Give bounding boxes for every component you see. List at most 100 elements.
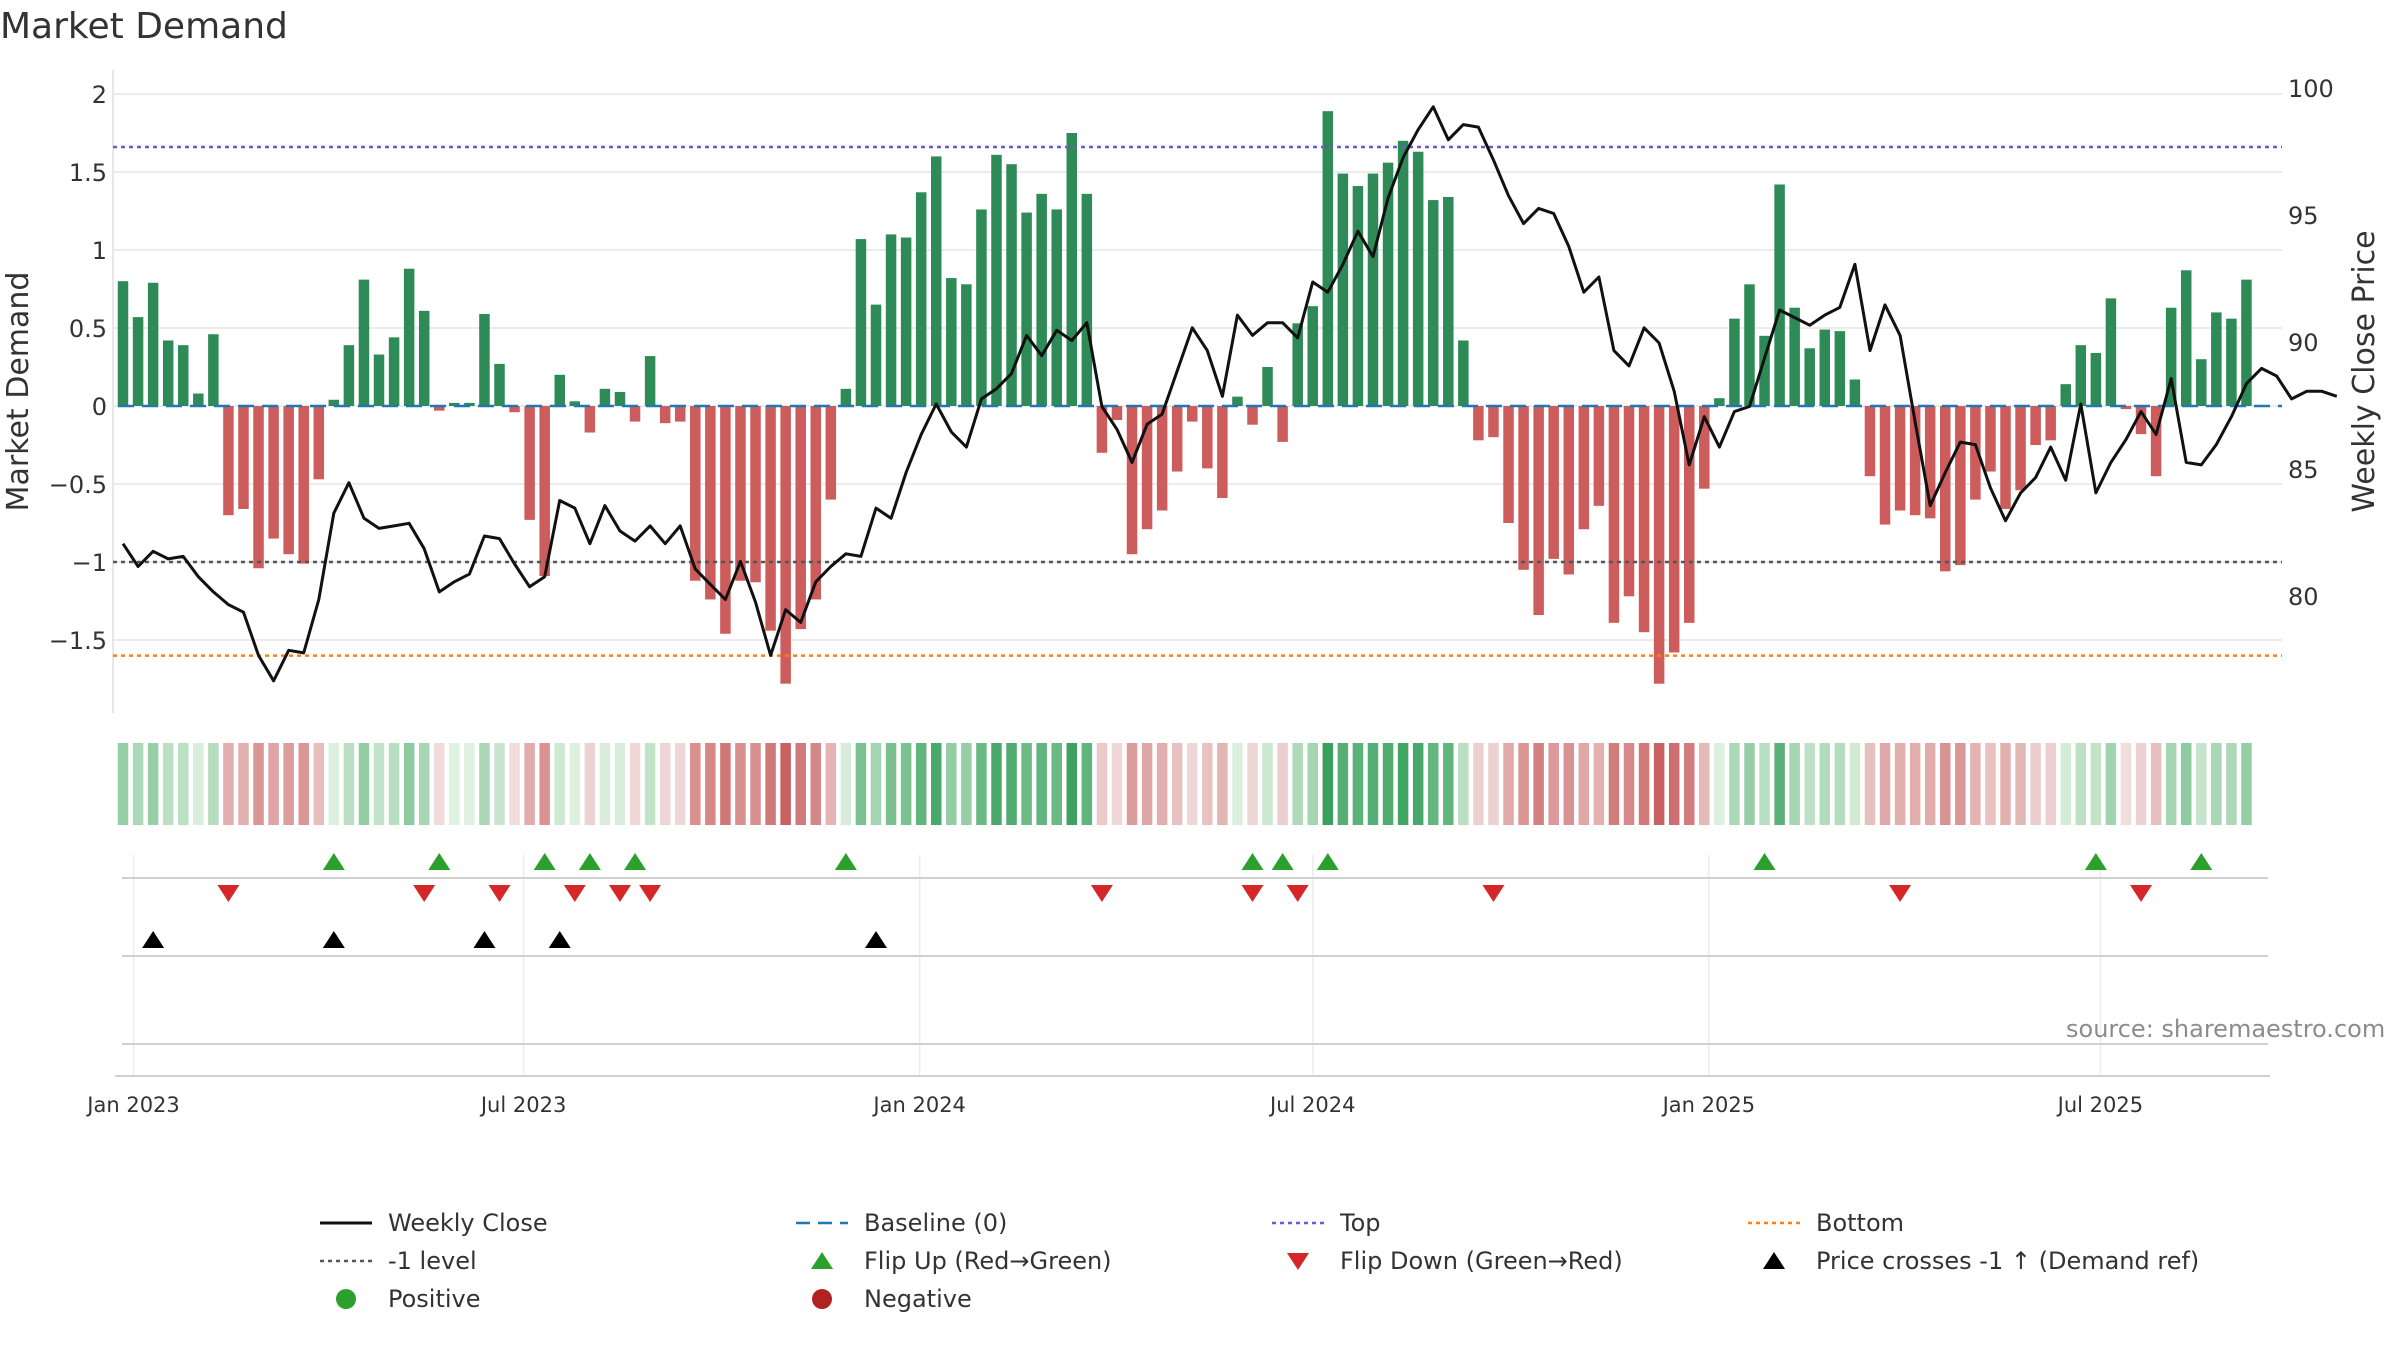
demand-bar (1774, 184, 1785, 406)
heat-cell (1412, 743, 1424, 825)
heat-cell (629, 743, 641, 825)
heat-cell (1970, 743, 1981, 825)
flip-up-marker (1316, 853, 1339, 870)
demand-bar (644, 356, 656, 406)
flip-down-marker (217, 885, 240, 902)
demand-bar (1578, 406, 1590, 530)
demand-bar (1367, 173, 1379, 406)
demand-bar (915, 192, 927, 406)
heat-cell (1563, 743, 1575, 825)
heat-cell (961, 743, 972, 825)
heat-cell (283, 743, 294, 825)
y-axis-label-right: Weekly Close Price (2347, 230, 2382, 512)
heat-cell (1232, 743, 1243, 825)
demand-bar (147, 282, 159, 406)
heat-cell (614, 743, 626, 825)
heat-cell (238, 743, 249, 825)
demand-bar (930, 156, 942, 406)
demand-bar (750, 406, 761, 583)
demand-bar (358, 279, 370, 406)
demand-bar (2075, 345, 2087, 406)
demand-bar (2211, 312, 2222, 406)
demand-bar (1382, 162, 1394, 406)
demand-bar (1970, 406, 1981, 500)
demand-bar (614, 391, 626, 406)
demand-bar (1834, 331, 1846, 406)
demand-bar (795, 406, 806, 630)
heat-cell (976, 743, 987, 825)
demand-bar (825, 406, 837, 500)
demand-bar (253, 406, 264, 569)
flip-up-marker (2190, 853, 2213, 870)
demand-bar (569, 401, 581, 406)
chart-title: Market Demand (0, 6, 288, 47)
legend-label: Price crosses -1 ↑ (Demand ref) (1816, 1247, 2200, 1275)
demand-bar (1202, 406, 1213, 469)
heat-cell (915, 743, 927, 825)
heat-cell (1126, 743, 1138, 825)
y-tick-label-left: 1 (92, 237, 107, 265)
heat-cell (1729, 743, 1740, 825)
heat-cell (388, 743, 400, 825)
demand-bar (313, 406, 325, 480)
demand-bar (2150, 406, 2162, 477)
demand-bar (328, 399, 340, 406)
heat-cell (524, 743, 535, 825)
demand-bar (1156, 406, 1168, 511)
heat-cell (1879, 743, 1891, 825)
heat-cell (2165, 743, 2177, 825)
demand-bar (1729, 318, 1740, 406)
demand-bar (885, 234, 897, 406)
demand-bar (1036, 193, 1047, 406)
source-label: source: sharemaestro.com (2066, 1015, 2386, 1043)
demand-bar (434, 406, 445, 411)
demand-bar (132, 317, 144, 406)
heat-cell (1473, 743, 1484, 825)
heat-cell (674, 743, 686, 825)
heat-cell (1864, 743, 1876, 825)
demand-bar (2165, 307, 2177, 406)
demand-bar (1744, 284, 1755, 406)
demand-bar (2015, 406, 2026, 491)
heat-cell (1458, 743, 1469, 825)
legend-label: Negative (864, 1285, 972, 1313)
heat-cell (2226, 743, 2237, 825)
demand-bar (1232, 396, 1243, 406)
demand-bar (1247, 406, 1258, 425)
heat-cell (313, 743, 325, 825)
heat-cell (1066, 743, 1078, 825)
demand-bar (855, 239, 867, 406)
heat-cell (2075, 743, 2087, 825)
demand-bar (1277, 406, 1288, 442)
heat-cell (1653, 743, 1665, 825)
heat-cell (705, 743, 716, 825)
demand-bar (2135, 406, 2147, 435)
heat-cell (1141, 743, 1153, 825)
heat-cell (418, 743, 430, 825)
heat-cell (2150, 743, 2162, 825)
x-tick-label: Jul 2025 (2056, 1093, 2143, 1117)
legend: Weekly Close Baseline (0) Top Bottom -1 leve… (318, 1206, 2258, 1330)
heat-cell (539, 743, 550, 825)
demand-bar (1006, 164, 1017, 406)
heat-cell (1202, 743, 1213, 825)
heat-cell (223, 743, 234, 825)
heat-cell (434, 743, 445, 825)
heat-cell (1940, 743, 1951, 825)
heat-cell (1262, 743, 1273, 825)
heat-cell (1608, 743, 1620, 825)
demand-bar (223, 406, 234, 516)
heat-cell (1955, 743, 1966, 825)
y-axis-label-left: Market Demand (1, 272, 36, 512)
demand-bar (2000, 406, 2011, 509)
heat-cell (644, 743, 656, 825)
demand-bar (2180, 270, 2192, 406)
legend-label: Flip Up (Red→Green) (864, 1247, 1112, 1275)
demand-bar (2045, 406, 2056, 441)
legend-item: Bottom (1746, 1206, 1904, 1240)
heat-cell (946, 743, 957, 825)
demand-bar (449, 402, 460, 406)
demand-bar (961, 284, 972, 406)
heat-cell (1156, 743, 1168, 825)
flip-down-marker (639, 885, 662, 902)
